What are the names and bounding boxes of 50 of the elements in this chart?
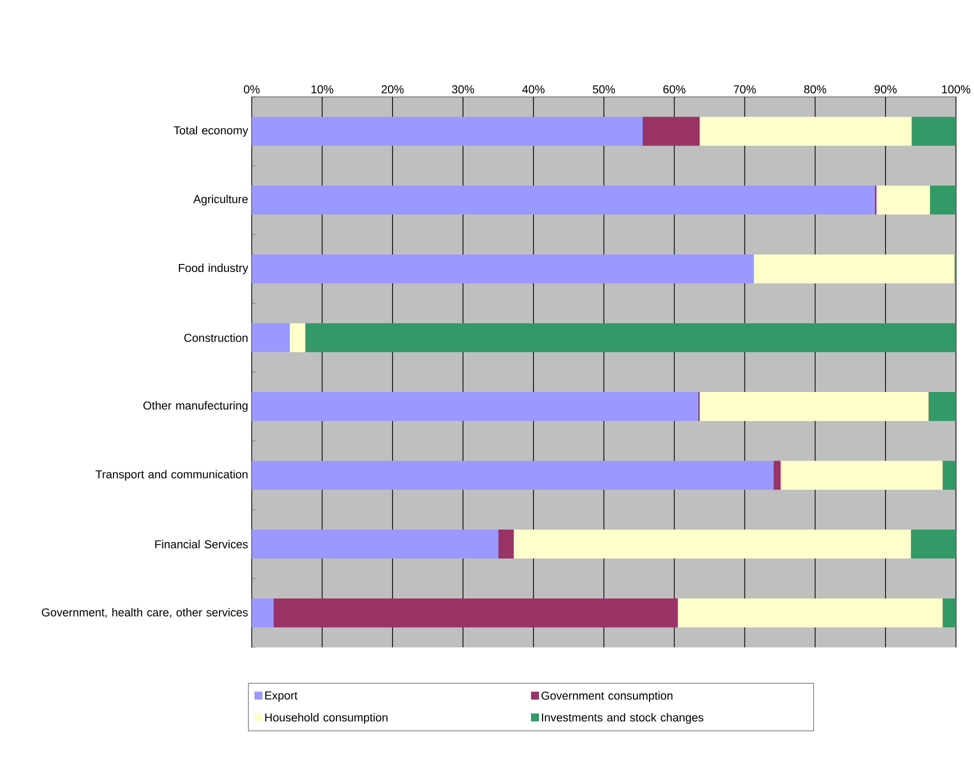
y-tick-label: Total economy bbox=[174, 126, 248, 137]
bar bbox=[876, 186, 930, 214]
y-tick-label: Transport and communication bbox=[96, 470, 248, 481]
legend-label: Export bbox=[265, 691, 298, 702]
bar bbox=[498, 530, 514, 558]
bar bbox=[252, 254, 754, 284]
bar bbox=[700, 116, 912, 146]
bar bbox=[910, 530, 956, 558]
bar bbox=[942, 598, 956, 628]
x-tick-label: 90% bbox=[874, 85, 897, 94]
y-tick-label: Construction bbox=[184, 333, 248, 342]
bar bbox=[305, 323, 956, 352]
x-tick-label: 50% bbox=[592, 85, 615, 94]
bar bbox=[252, 598, 274, 628]
bar bbox=[700, 392, 929, 421]
x-tick-label: 80% bbox=[804, 85, 826, 94]
x-tick-label: 10% bbox=[312, 85, 334, 94]
bar bbox=[252, 323, 290, 352]
bar bbox=[774, 460, 781, 490]
x-tick-label: 30% bbox=[452, 85, 474, 94]
bar bbox=[678, 598, 943, 628]
bar bbox=[252, 186, 876, 214]
bar bbox=[942, 460, 956, 490]
bar bbox=[930, 186, 956, 214]
y-tick-label: Government, health care, other services bbox=[42, 608, 248, 618]
legend-label: Household consumption bbox=[265, 712, 388, 724]
bar bbox=[642, 116, 700, 146]
bar bbox=[252, 392, 698, 421]
bar bbox=[290, 323, 306, 352]
x-tick-label: 60% bbox=[663, 85, 686, 94]
bar bbox=[252, 460, 774, 490]
x-tick-label: 40% bbox=[522, 85, 545, 94]
y-tick-label: Other manufecturing bbox=[143, 401, 248, 412]
y-tick-label: Financial Services bbox=[155, 540, 248, 548]
bar bbox=[274, 598, 678, 628]
y-tick-label: Food industry bbox=[178, 263, 248, 274]
bar bbox=[912, 116, 956, 146]
bar bbox=[780, 460, 943, 490]
legend-label: Government consumption bbox=[542, 691, 672, 702]
bar bbox=[252, 530, 498, 558]
x-tick-label: 0% bbox=[244, 85, 260, 94]
y-tick-label: Agriculture bbox=[193, 194, 248, 206]
x-tick-label: 20% bbox=[382, 85, 404, 94]
bar bbox=[514, 530, 911, 558]
bar bbox=[754, 254, 955, 284]
bar bbox=[252, 116, 643, 146]
bar bbox=[928, 392, 956, 421]
legend-label: Investments and stock changes bbox=[542, 712, 704, 724]
x-tick-label: 100% bbox=[942, 85, 970, 94]
x-tick-label: 70% bbox=[734, 85, 756, 94]
